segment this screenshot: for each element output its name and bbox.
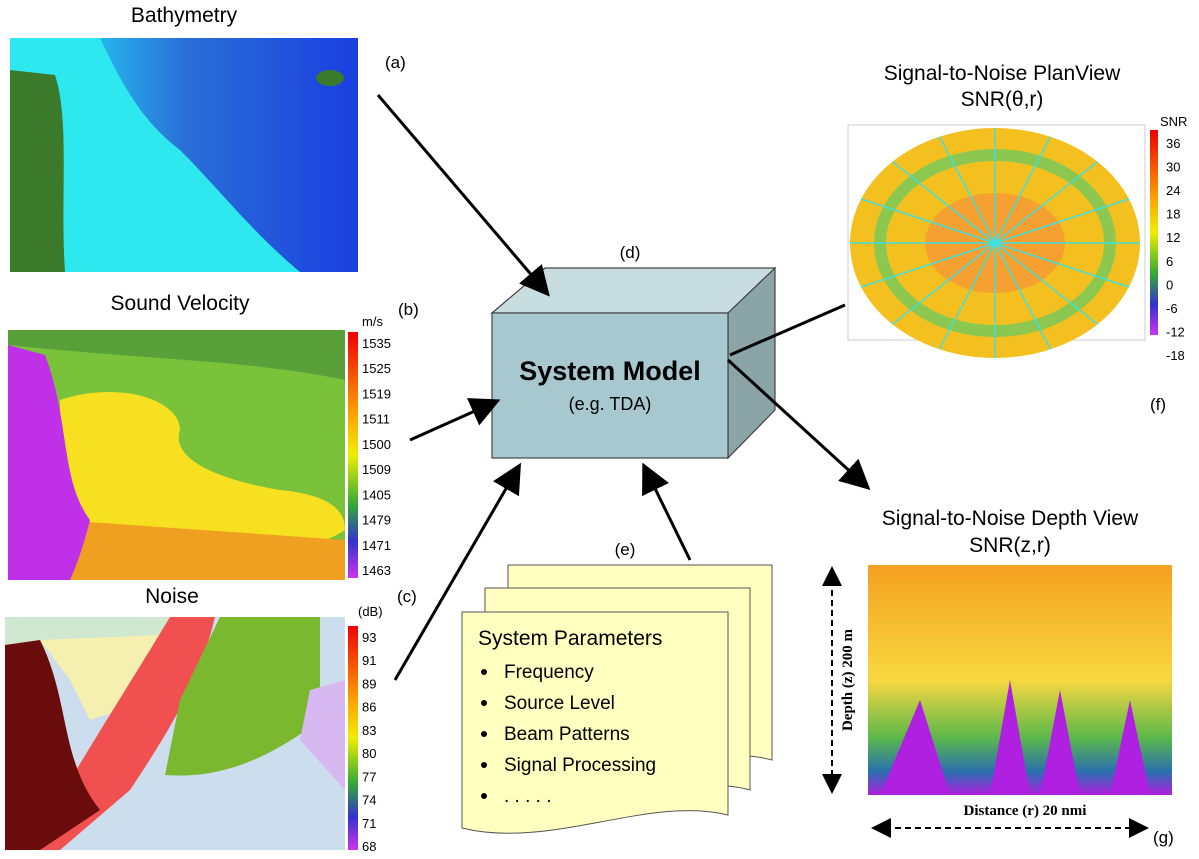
colorbar-tick: 83 [362, 723, 376, 738]
sound-velocity-title: Sound Velocity [111, 292, 250, 315]
colorbar-tick: 1500 [362, 437, 391, 452]
bullet [481, 731, 487, 737]
page: Bathymetry (a) Sound Velocity m/s 1535 15… [0, 0, 1199, 859]
panel-label: (d) [620, 243, 641, 262]
colorbar-tick: 93 [362, 630, 376, 645]
y-axis-label: Depth (z) 200 m [840, 628, 856, 731]
parameter-item: Frequency [504, 662, 594, 683]
panel-label: (f) [1150, 395, 1166, 414]
colorbar-tick: 1479 [362, 513, 391, 528]
depth-view-subtitle: SNR(z,r) [969, 534, 1051, 557]
colorbar-tick: 18 [1166, 207, 1180, 222]
colorbar-tick: 36 [1166, 136, 1180, 151]
colorbar-tick: 24 [1166, 183, 1180, 198]
panel-label: (c) [397, 587, 417, 606]
system-model-subtitle: (e.g. TDA) [569, 394, 652, 414]
colorbar-tick: 12 [1166, 230, 1180, 245]
colorbar-tick: 91 [362, 653, 376, 668]
colorbar-tick: 1525 [362, 361, 391, 376]
panel-label: (e) [615, 540, 636, 559]
colorbar-tick: 74 [362, 793, 376, 808]
colorbar-tick: 1509 [362, 462, 391, 477]
noise-map [5, 617, 358, 850]
colorbar-tick: 77 [362, 769, 376, 784]
parameter-item: Source Level [504, 693, 615, 714]
colorbar-unit: m/s [362, 314, 383, 329]
parameter-item: Signal Processing [504, 755, 656, 776]
colorbar-tick: 71 [362, 816, 376, 831]
colorbar-tick: 1463 [362, 563, 391, 578]
parameters-title: System Parameters [478, 627, 662, 650]
colorbar-unit: (dB) [358, 604, 383, 619]
colorbar-tick: 80 [362, 746, 376, 761]
noise-title: Noise [145, 585, 199, 608]
colorbar-tick: -6 [1166, 301, 1178, 316]
colorbar-tick: 86 [362, 700, 376, 715]
panel-label: (g) [1153, 828, 1174, 847]
colorbar-unit: SNR [1160, 114, 1187, 129]
bullet [481, 793, 487, 799]
colorbar-tick: 1471 [362, 538, 391, 553]
colorbar-tick: 30 [1166, 160, 1180, 175]
colorbar-tick: 1511 [362, 412, 390, 427]
panel-label: (b) [398, 300, 419, 319]
bullet [481, 669, 487, 675]
bathymetry-title: Bathymetry [131, 4, 238, 27]
diagram: Bathymetry (a) Sound Velocity m/s 1535 15… [0, 0, 1199, 854]
colorbar-tick: -18 [1166, 348, 1185, 363]
colorbar-tick: 68 [362, 839, 376, 854]
panel-label: (a) [385, 53, 406, 72]
system-model-title: System Model [519, 356, 701, 386]
colorbar-tick: 1519 [362, 386, 391, 401]
colorbar-tick: 89 [362, 676, 376, 691]
bathymetry-map [10, 38, 358, 272]
colorbar-tick: 1535 [362, 336, 391, 351]
parameter-item: Beam Patterns [504, 724, 630, 745]
bullet [481, 762, 487, 768]
bullet [481, 700, 487, 706]
plan-view-subtitle: SNR(θ,r) [961, 88, 1044, 111]
parameter-item: . . . . . [504, 786, 552, 807]
depth-view-title: Signal-to-Noise Depth View [882, 507, 1139, 530]
depth-view-plot [868, 565, 1172, 795]
colorbar-tick: -12 [1166, 324, 1185, 339]
plan-view-plot [848, 125, 1158, 358]
x-axis-label: Distance (r) 20 nmi [964, 803, 1087, 819]
colorbar-tick: 1405 [362, 487, 391, 502]
plan-view-title: Signal-to-Noise PlanView [884, 62, 1121, 85]
sound-velocity-map [8, 330, 358, 580]
colorbar-tick: 0 [1166, 277, 1173, 292]
colorbar-tick: 6 [1166, 254, 1173, 269]
